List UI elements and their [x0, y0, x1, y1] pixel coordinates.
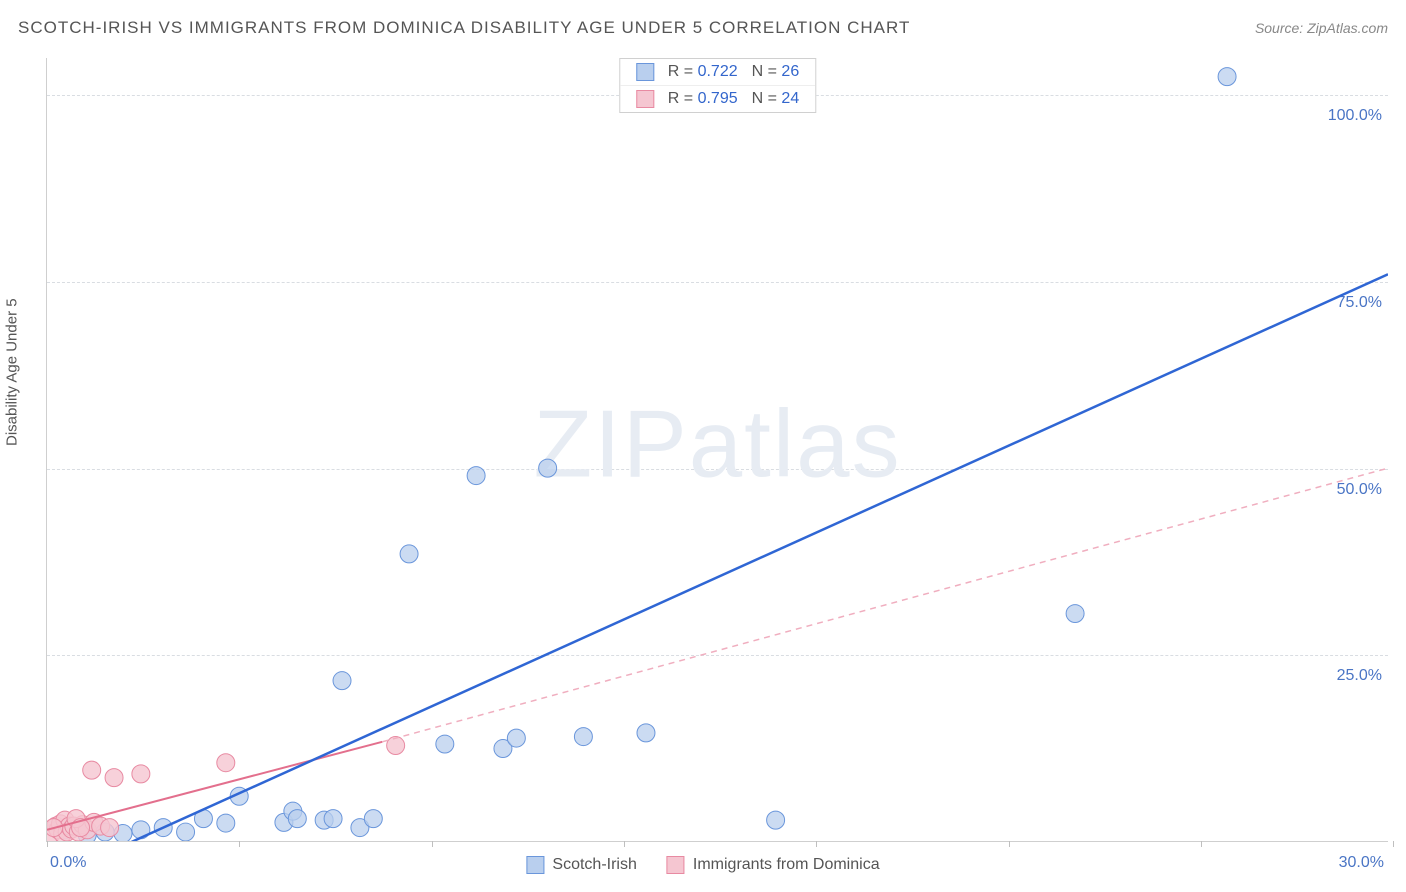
data-point: [1218, 68, 1236, 86]
data-point: [105, 769, 123, 787]
data-point: [467, 467, 485, 485]
x-tick: [1009, 841, 1010, 847]
stat-r-label: R = 0.795: [668, 90, 738, 108]
data-point: [217, 754, 235, 772]
data-point: [324, 810, 342, 828]
data-point: [333, 672, 351, 690]
x-axis-max-label: 30.0%: [1339, 854, 1384, 872]
legend-label: Scotch-Irish: [552, 856, 636, 874]
data-point: [217, 814, 235, 832]
trend-line: [382, 468, 1388, 742]
legend-swatch: [636, 63, 654, 81]
series-legend: Scotch-Irish Immigrants from Dominica: [526, 856, 879, 874]
x-tick: [1201, 841, 1202, 847]
data-point: [101, 819, 119, 837]
x-tick: [239, 841, 240, 847]
data-point: [574, 728, 592, 746]
chart-svg-layer: [47, 58, 1388, 841]
stats-legend-row: R = 0.795 N = 24: [620, 85, 815, 112]
stat-n-label: N = 24: [752, 90, 800, 108]
legend-item: Scotch-Irish: [526, 856, 636, 874]
x-tick: [1393, 841, 1394, 847]
data-point: [177, 823, 195, 841]
data-point: [436, 735, 454, 753]
data-point: [539, 459, 557, 477]
x-tick: [816, 841, 817, 847]
source-label: Source: ZipAtlas.com: [1255, 20, 1388, 36]
data-point: [767, 811, 785, 829]
x-tick: [47, 841, 48, 847]
data-point: [387, 737, 405, 755]
data-point: [83, 761, 101, 779]
chart-title: SCOTCH-IRISH VS IMMIGRANTS FROM DOMINICA…: [18, 18, 910, 37]
y-axis-label: Disability Age Under 5: [4, 298, 21, 446]
data-point: [132, 765, 150, 783]
x-tick: [432, 841, 433, 847]
legend-swatch: [526, 856, 544, 874]
data-point: [400, 545, 418, 563]
stat-n-label: N = 26: [752, 63, 800, 81]
chart-plot-area: ZIPatlas R = 0.722N = 26R = 0.795N = 24 …: [46, 58, 1388, 842]
legend-label: Immigrants from Dominica: [693, 856, 880, 874]
legend-swatch: [636, 90, 654, 108]
data-point: [507, 729, 525, 747]
x-axis-min-label: 0.0%: [50, 854, 86, 872]
trend-line: [101, 274, 1388, 841]
legend-item: Immigrants from Dominica: [667, 856, 880, 874]
data-point: [1066, 605, 1084, 623]
data-point: [637, 724, 655, 742]
stats-legend: R = 0.722 N = 26 R = 0.795 N = 24: [619, 58, 816, 113]
legend-swatch: [667, 856, 685, 874]
stats-legend-row: R = 0.722 N = 26: [620, 59, 815, 85]
data-point: [288, 810, 306, 828]
stat-r-label: R = 0.722: [668, 63, 738, 81]
data-point: [364, 810, 382, 828]
x-tick: [624, 841, 625, 847]
